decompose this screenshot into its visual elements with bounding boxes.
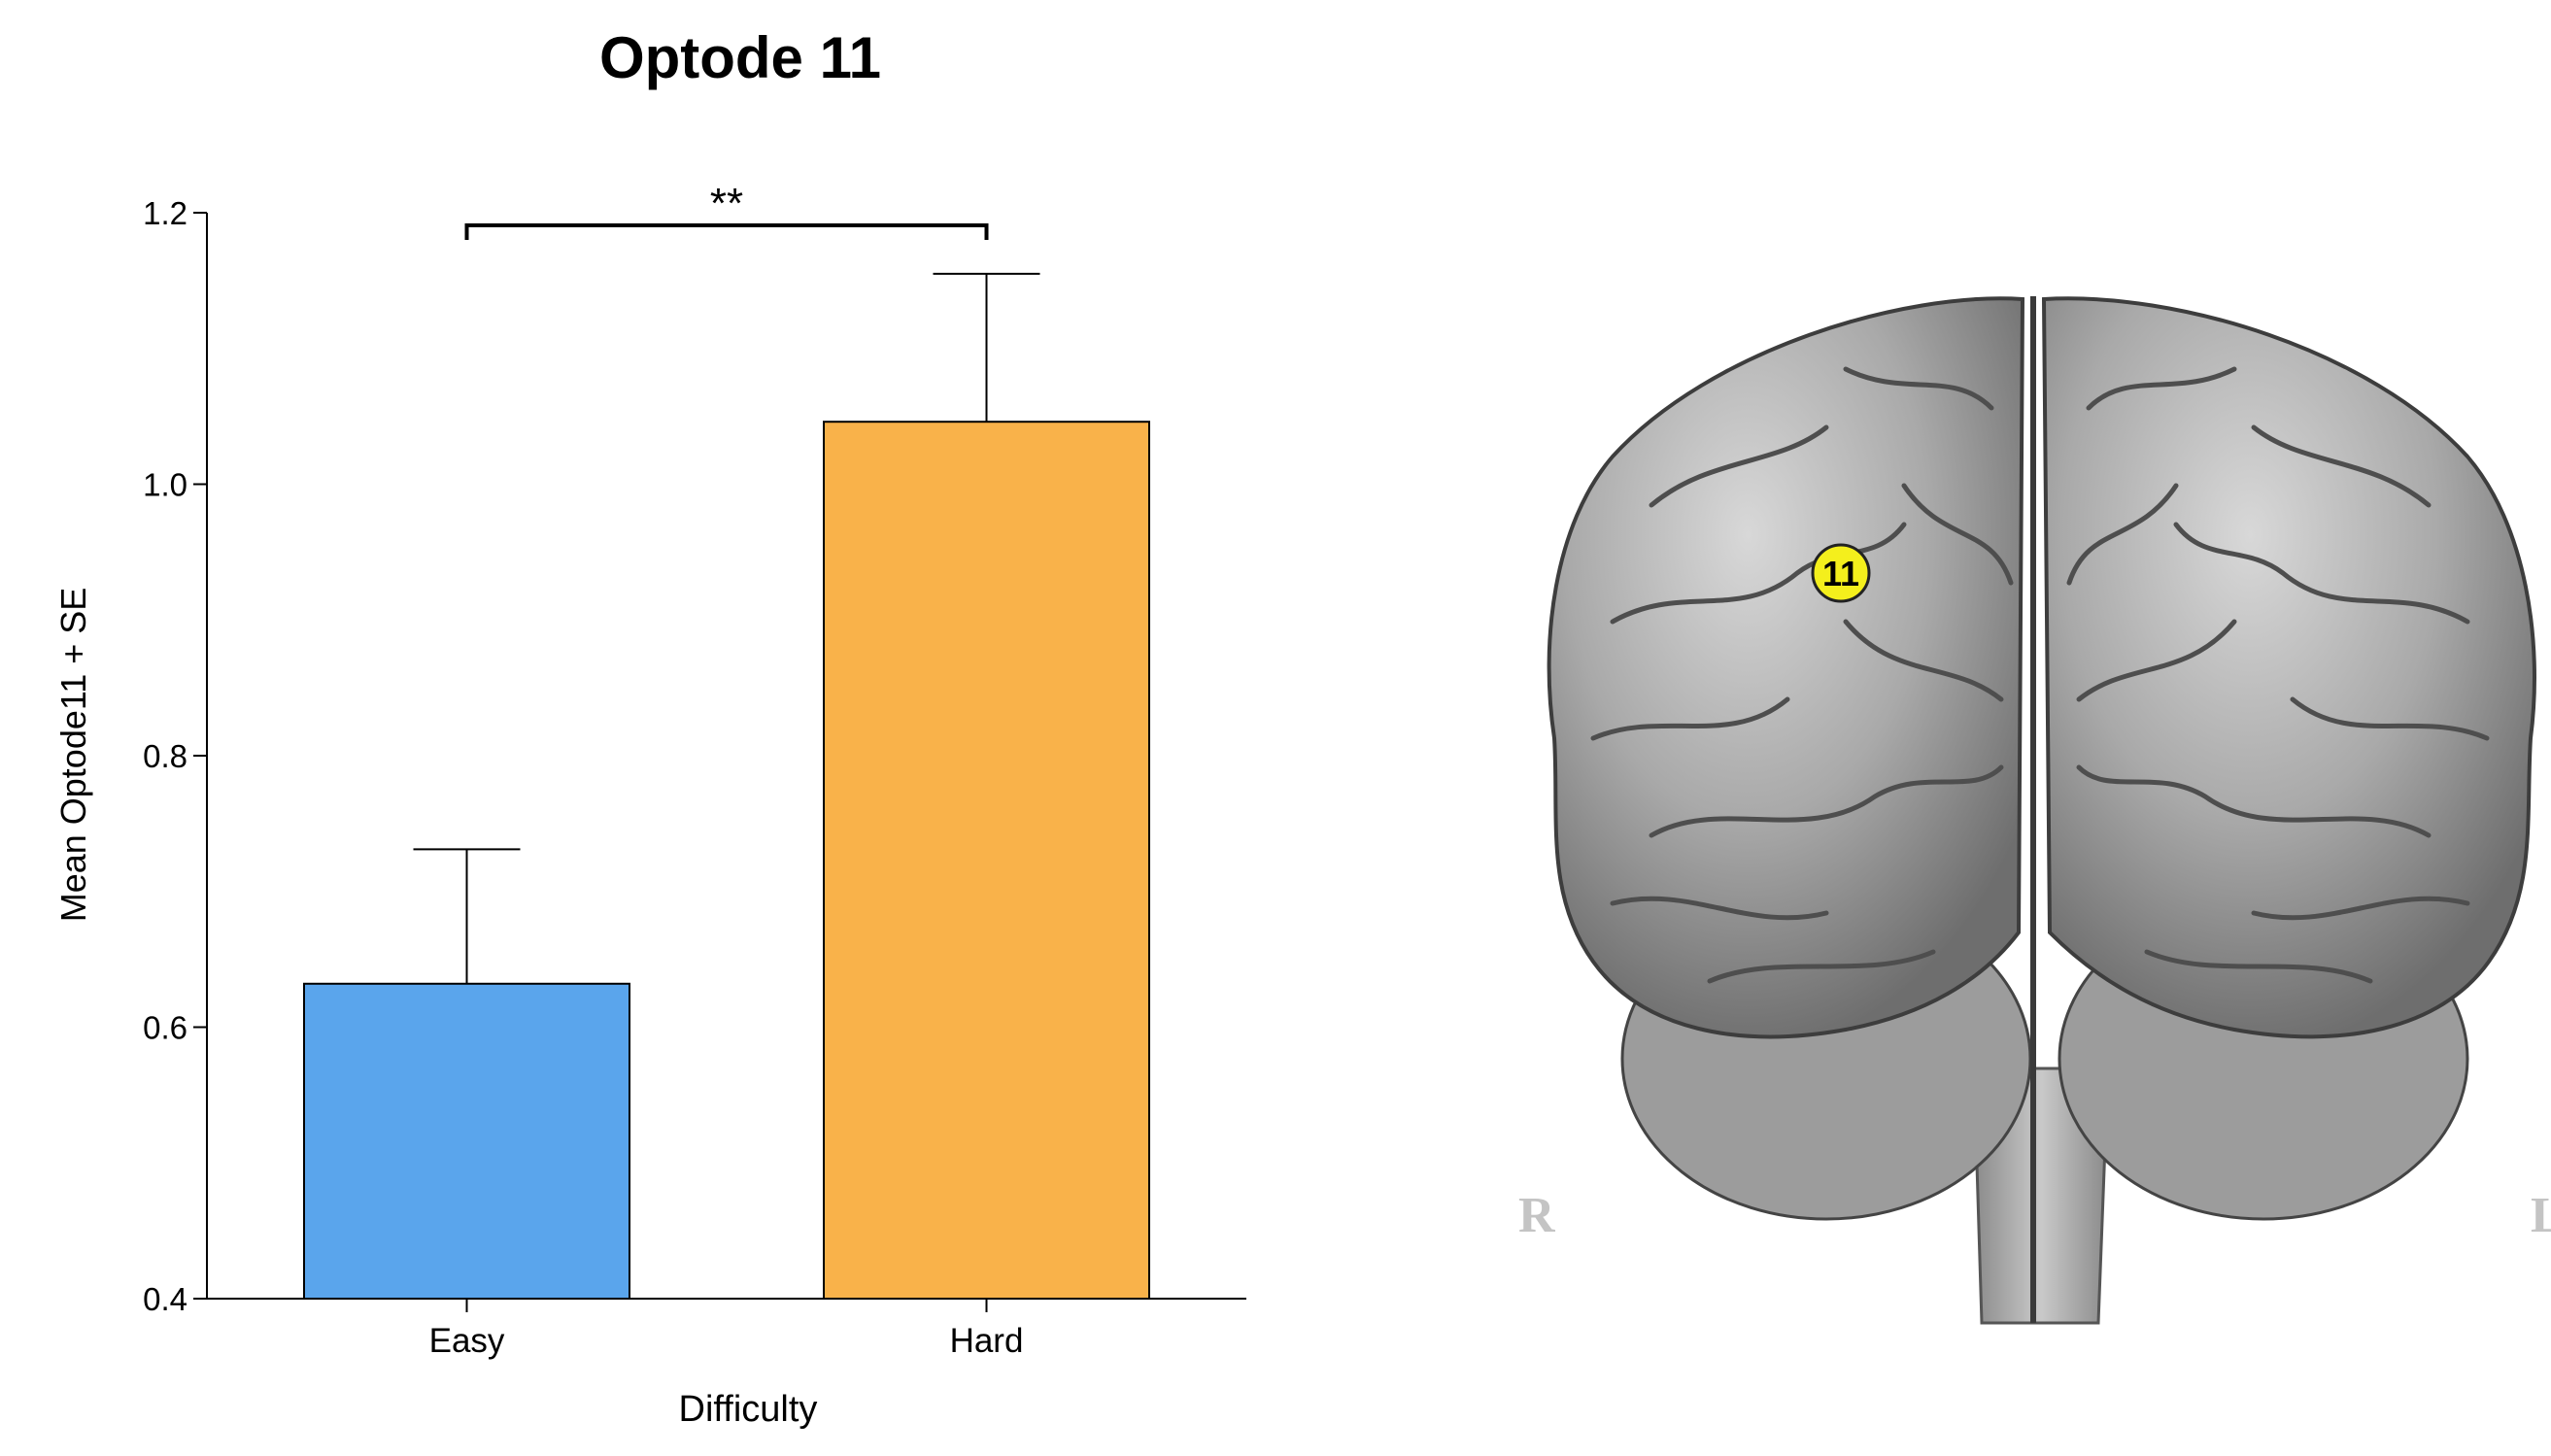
y-axis-label: Mean Optode11 + SE (53, 588, 93, 923)
optode-dot (1811, 543, 1871, 603)
y-tick-label: 1.0 (143, 467, 187, 503)
orientation-left-marker: L (2531, 1188, 2551, 1243)
brain-illustration: 11 R L (1518, 296, 2551, 1325)
y-tick-label: 0.6 (143, 1010, 187, 1046)
y-tick-label: 0.8 (143, 738, 187, 774)
y-tick-label: 1.2 (143, 195, 187, 231)
chart-title: Optode 11 (599, 25, 881, 90)
x-tick-label: Easy (429, 1322, 505, 1360)
bar-chart: Optode 11 0.4 0.6 0.8 1.0 1.2 Easy Hard ** Diff… (53, 25, 1246, 1430)
bar-easy (303, 982, 630, 1301)
left-hemisphere (2041, 296, 2536, 1039)
plot-area: 0.4 0.6 0.8 1.0 1.2 Easy Hard ** (143, 180, 1246, 1360)
bar-hard (823, 421, 1150, 1300)
optode-11-marker: 11 (1811, 543, 1871, 603)
significance-bracket (464, 223, 989, 240)
significance-label: ** (710, 180, 743, 227)
x-axis-label: Difficulty (679, 1389, 818, 1430)
x-tick-label: Hard (950, 1322, 1024, 1360)
optode-number: 11 (1822, 554, 1859, 593)
sulci (1590, 366, 2490, 984)
y-tick-label: 0.4 (143, 1281, 187, 1317)
right-hemisphere (1547, 296, 2025, 1039)
orientation-right-marker: R (1518, 1188, 1556, 1243)
